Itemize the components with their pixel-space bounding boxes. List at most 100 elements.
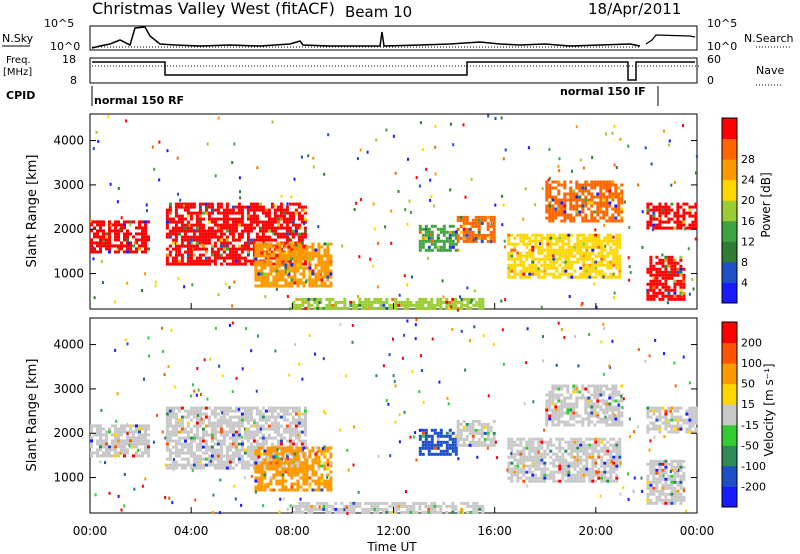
heatmap-cell bbox=[254, 275, 258, 279]
heatmap-cell bbox=[516, 458, 520, 462]
heatmap-cell bbox=[183, 415, 187, 419]
heatmap-cell bbox=[655, 406, 659, 410]
heatmap-cell bbox=[300, 155, 303, 159]
heatmap-cell bbox=[582, 233, 586, 237]
heatmap-cell bbox=[456, 440, 460, 444]
heatmap-cell bbox=[578, 414, 582, 418]
heatmap-cell bbox=[528, 479, 532, 483]
heatmap-cell bbox=[606, 260, 610, 264]
heatmap-cell bbox=[225, 220, 229, 224]
heatmap-cell bbox=[314, 458, 318, 462]
heatmap-cell bbox=[546, 440, 550, 444]
heatmap-cell bbox=[138, 430, 141, 434]
heatmap-cell bbox=[186, 229, 190, 233]
heatmap-cell bbox=[165, 208, 169, 212]
heatmap-cell bbox=[189, 223, 193, 227]
heatmap-cell bbox=[543, 455, 547, 459]
heatmap-cell bbox=[257, 470, 261, 474]
heatmap-cell bbox=[590, 192, 594, 196]
heatmap-cell bbox=[120, 244, 123, 248]
heatmap-cell bbox=[264, 442, 268, 446]
heatmap-cell bbox=[141, 235, 144, 239]
heatmap-cell bbox=[123, 244, 126, 248]
heatmap-cell bbox=[516, 449, 520, 453]
heatmap-cell bbox=[543, 476, 547, 480]
heatmap-cell bbox=[204, 430, 208, 434]
heatmap-cell bbox=[543, 470, 547, 474]
heatmap-cell bbox=[582, 275, 586, 279]
heatmap-cell bbox=[319, 306, 323, 310]
heatmap-cell bbox=[177, 226, 181, 230]
heatmap-cell bbox=[237, 211, 241, 215]
heatmap-cell bbox=[272, 278, 276, 282]
heatmap-cell bbox=[646, 211, 650, 215]
heatmap-cell bbox=[531, 251, 535, 255]
heatmap-cell bbox=[555, 269, 559, 273]
heatmap-cell bbox=[658, 427, 662, 431]
heatmap-cell bbox=[171, 238, 175, 242]
heatmap-cell bbox=[252, 205, 256, 209]
heatmap-cell bbox=[314, 452, 318, 456]
heatmap-cell bbox=[275, 452, 279, 456]
heatmap-cell bbox=[615, 260, 619, 264]
heatmap-cell bbox=[667, 424, 671, 428]
heatmap-cell bbox=[646, 480, 650, 484]
heatmap-cell bbox=[254, 254, 258, 258]
heatmap-cell bbox=[614, 423, 618, 427]
heatmap-cell bbox=[477, 215, 481, 219]
heatmap-cell bbox=[605, 402, 609, 406]
heatmap-cell bbox=[204, 229, 208, 233]
heatmap-cell bbox=[252, 217, 256, 221]
heatmap-cell bbox=[602, 204, 606, 208]
heatmap-cell bbox=[596, 192, 600, 196]
heatmap-cell bbox=[165, 436, 169, 440]
heatmap-cell bbox=[397, 189, 400, 193]
heatmap-cell bbox=[168, 250, 172, 254]
heatmap-cell bbox=[219, 427, 223, 431]
heatmap-cell bbox=[424, 236, 428, 240]
heatmap-cell bbox=[597, 236, 601, 240]
heatmap-cell bbox=[591, 476, 595, 480]
heatmap-cell bbox=[192, 235, 196, 239]
heatmap-cell bbox=[605, 420, 609, 424]
heatmap-cell bbox=[519, 233, 523, 237]
heatmap-cell bbox=[474, 236, 478, 240]
heatmap-cell bbox=[646, 498, 650, 502]
heatmap-cell bbox=[462, 419, 466, 423]
heatmap-cell bbox=[400, 303, 404, 307]
heatmap-cell bbox=[266, 245, 270, 249]
heatmap-cell bbox=[510, 263, 514, 267]
heatmap-cell bbox=[243, 406, 247, 410]
heatmap-cell bbox=[296, 245, 300, 249]
heatmap-cell bbox=[599, 180, 603, 184]
heatmap-cell bbox=[99, 247, 102, 251]
heatmap-cell bbox=[165, 466, 169, 470]
heatmap-cell bbox=[561, 251, 565, 255]
heatmap-cell bbox=[144, 238, 147, 242]
heatmap-cell bbox=[254, 488, 258, 492]
heatmap-cell bbox=[228, 217, 232, 221]
heatmap-cell bbox=[165, 418, 169, 422]
heatmap-cell bbox=[294, 418, 298, 422]
heatmap-cell bbox=[557, 201, 561, 205]
heatmap-cell bbox=[240, 406, 244, 410]
heatmap-cell bbox=[557, 213, 561, 217]
heatmap-cell bbox=[563, 216, 567, 220]
heatmap-cell bbox=[246, 436, 250, 440]
heatmap-cell bbox=[192, 244, 196, 248]
heatmap-cell bbox=[141, 238, 144, 242]
heatmap-cell bbox=[569, 411, 573, 415]
heatmap-cell bbox=[597, 251, 601, 255]
heatmap-cell bbox=[468, 422, 472, 426]
heatmap-cell bbox=[216, 229, 220, 233]
heatmap-cell bbox=[655, 483, 659, 487]
freq-panel-frame bbox=[89, 57, 698, 84]
heatmap-cell bbox=[555, 458, 559, 462]
heatmap-cell bbox=[290, 476, 294, 480]
heatmap-cell bbox=[147, 448, 150, 452]
heatmap-cell bbox=[489, 428, 493, 432]
heatmap-cell bbox=[594, 260, 598, 264]
heatmap-cell bbox=[507, 272, 511, 276]
heatmap-cell bbox=[186, 226, 190, 230]
heatmap-cell bbox=[279, 433, 283, 437]
